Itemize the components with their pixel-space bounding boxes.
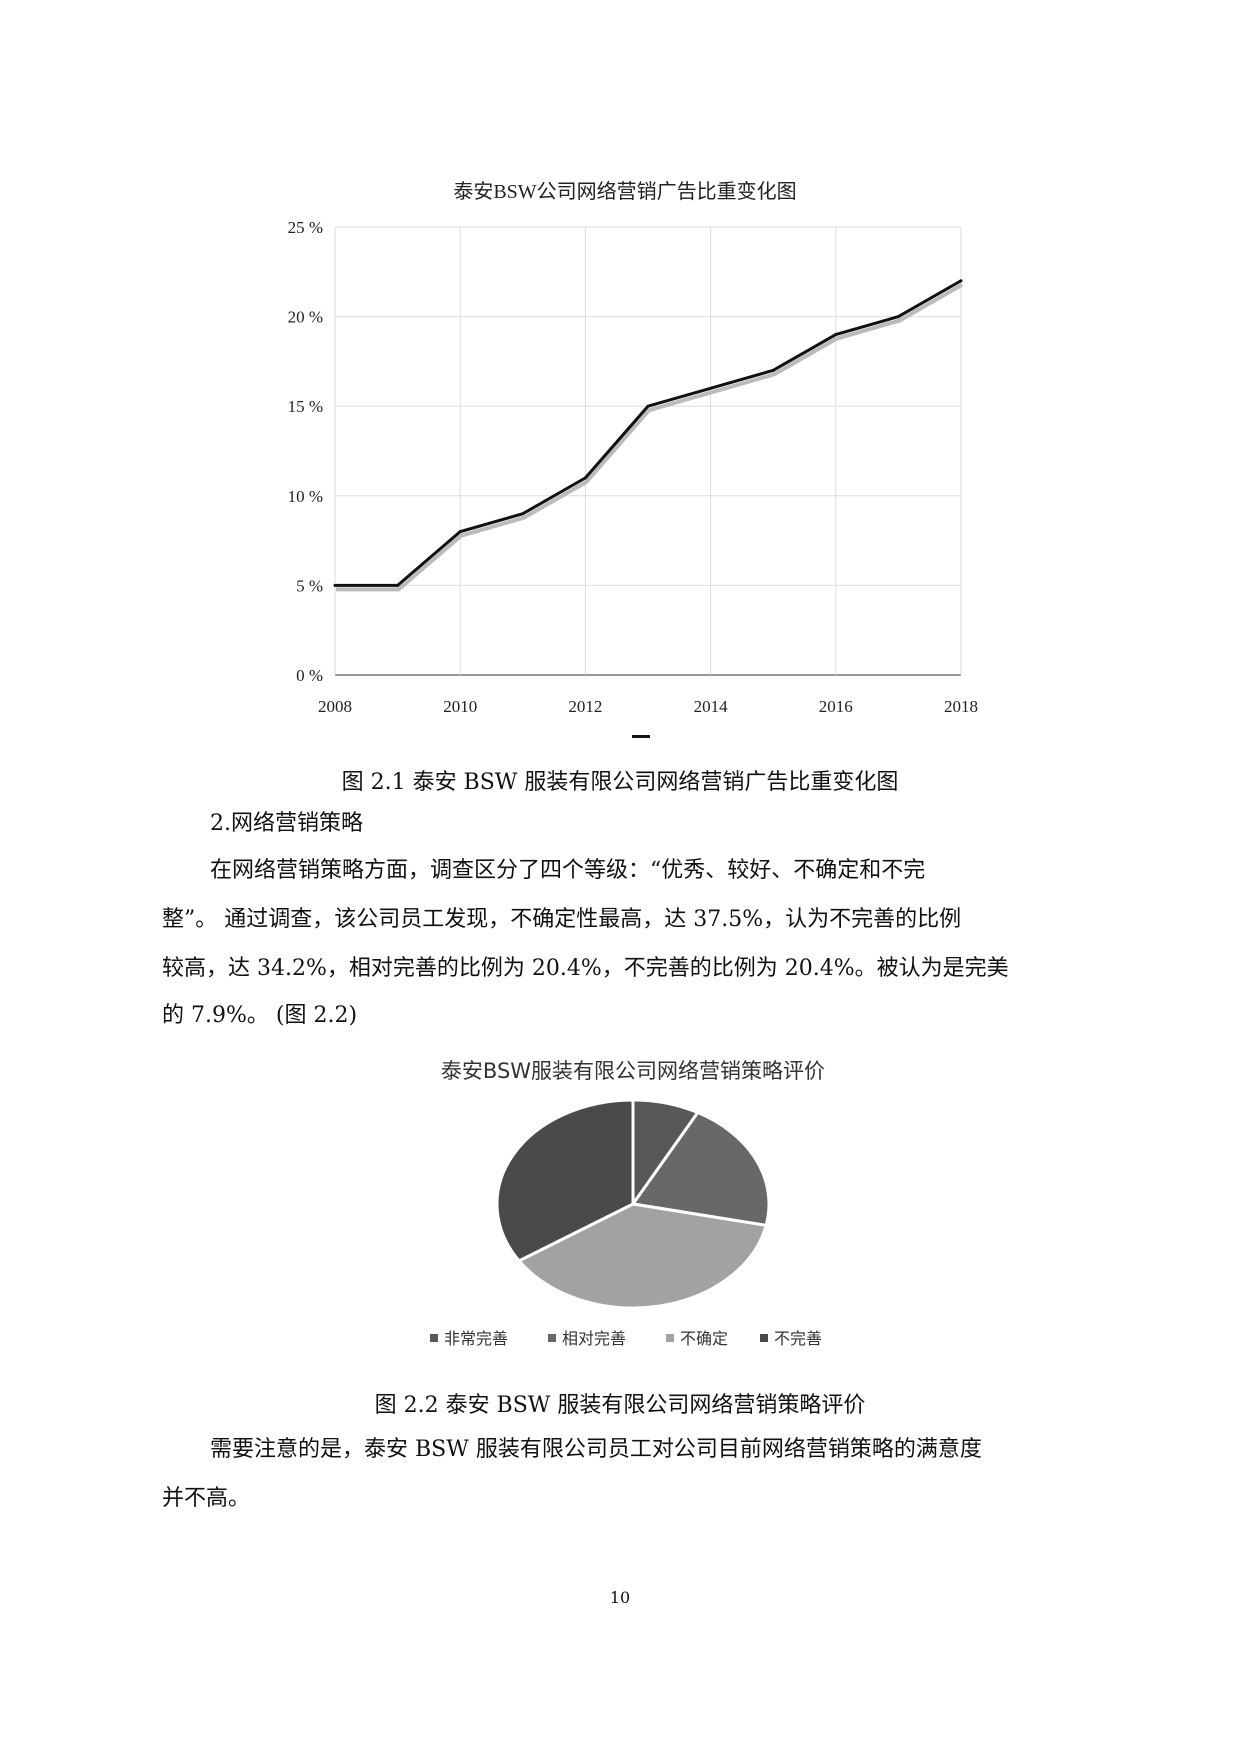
line-shadow [336, 283, 963, 592]
data-point [583, 476, 587, 480]
legend-marker [632, 735, 650, 738]
data-point [709, 386, 713, 390]
y-tick-label: 15 % [288, 397, 323, 416]
legend-label: 不完善 [774, 1329, 822, 1348]
paragraph-line: 的 7.9%。 (图 2.2) [162, 1003, 358, 1028]
data-point [458, 530, 462, 534]
y-tick-label: 5 % [296, 576, 323, 595]
series-line [335, 279, 962, 587]
data-point [896, 315, 900, 319]
y-tick-label: 25 % [288, 218, 323, 237]
x-tick-label: 2018 [944, 697, 978, 716]
y-tick-label: 20 % [288, 308, 323, 327]
paragraph-line: 整”。 通过调查，该公司员工发现，不确定性最高，达 37.5%，认为不完善的比例 [162, 907, 962, 932]
data-point [333, 583, 337, 587]
legend-swatch [666, 1334, 674, 1342]
figure-2-1-caption: 图 2.1 泰安 BSW 服装有限公司网络营销广告比重变化图 [341, 770, 899, 795]
paragraph-line: 并不高。 [162, 1486, 251, 1511]
x-tick-label: 2008 [318, 697, 352, 716]
data-point [521, 512, 525, 516]
pie-chart: 泰安BSW服装有限公司网络营销策略评价 非常完善 相对完善 不确定 不完善 [430, 1059, 825, 1348]
paragraph-line: 需要注意的是，泰安 BSW 服装有限公司员工对公司目前网络营销策略的满意度 [210, 1437, 982, 1462]
legend-swatch [430, 1334, 438, 1342]
x-tick-label: 2012 [568, 697, 602, 716]
line-chart-title: 泰安BSW公司网络营销广告比重变化图 [453, 180, 796, 203]
pie-slice [630, 1110, 771, 1228]
legend-label: 相对完善 [562, 1329, 626, 1348]
legend-label: 不确定 [680, 1329, 728, 1348]
pie-slice [516, 1202, 768, 1310]
paragraph-line: 较高，达 34.2%，相对完善的比例为 20.4%，不完善的比例为 20.4%。… [162, 956, 1009, 981]
legend-label: 非常完善 [444, 1329, 508, 1348]
page-number: 10 [609, 1588, 631, 1607]
y-tick-label: 0 % [296, 666, 323, 685]
data-point [771, 368, 775, 372]
y-tick-label: 10 % [288, 487, 323, 506]
legend-swatch [760, 1334, 768, 1342]
data-point [959, 279, 963, 283]
x-tick-label: 2016 [819, 697, 853, 716]
figure-2-2-caption: 图 2.2 泰安 BSW 服装有限公司网络营销策略评价 [374, 1393, 866, 1418]
pie-slice [495, 1098, 635, 1263]
legend-swatch [548, 1334, 556, 1342]
x-tick-label: 2014 [694, 697, 729, 716]
data-point [646, 404, 650, 408]
line-chart: 泰安BSW公司网络营销广告比重变化图 0 % 5 % 10 % 15 % 20 % 25 … [288, 180, 978, 738]
data-point [396, 583, 400, 587]
data-point [834, 333, 838, 337]
paragraph-line: 在网络营销策略方面，调查区分了四个等级：“优秀、较好、不确定和不完 [210, 858, 926, 883]
x-tick-label: 2010 [443, 697, 477, 716]
section-heading: 2.网络营销策略 [210, 811, 363, 836]
pie-chart-title: 泰安BSW服装有限公司网络营销策略评价 [441, 1059, 825, 1083]
